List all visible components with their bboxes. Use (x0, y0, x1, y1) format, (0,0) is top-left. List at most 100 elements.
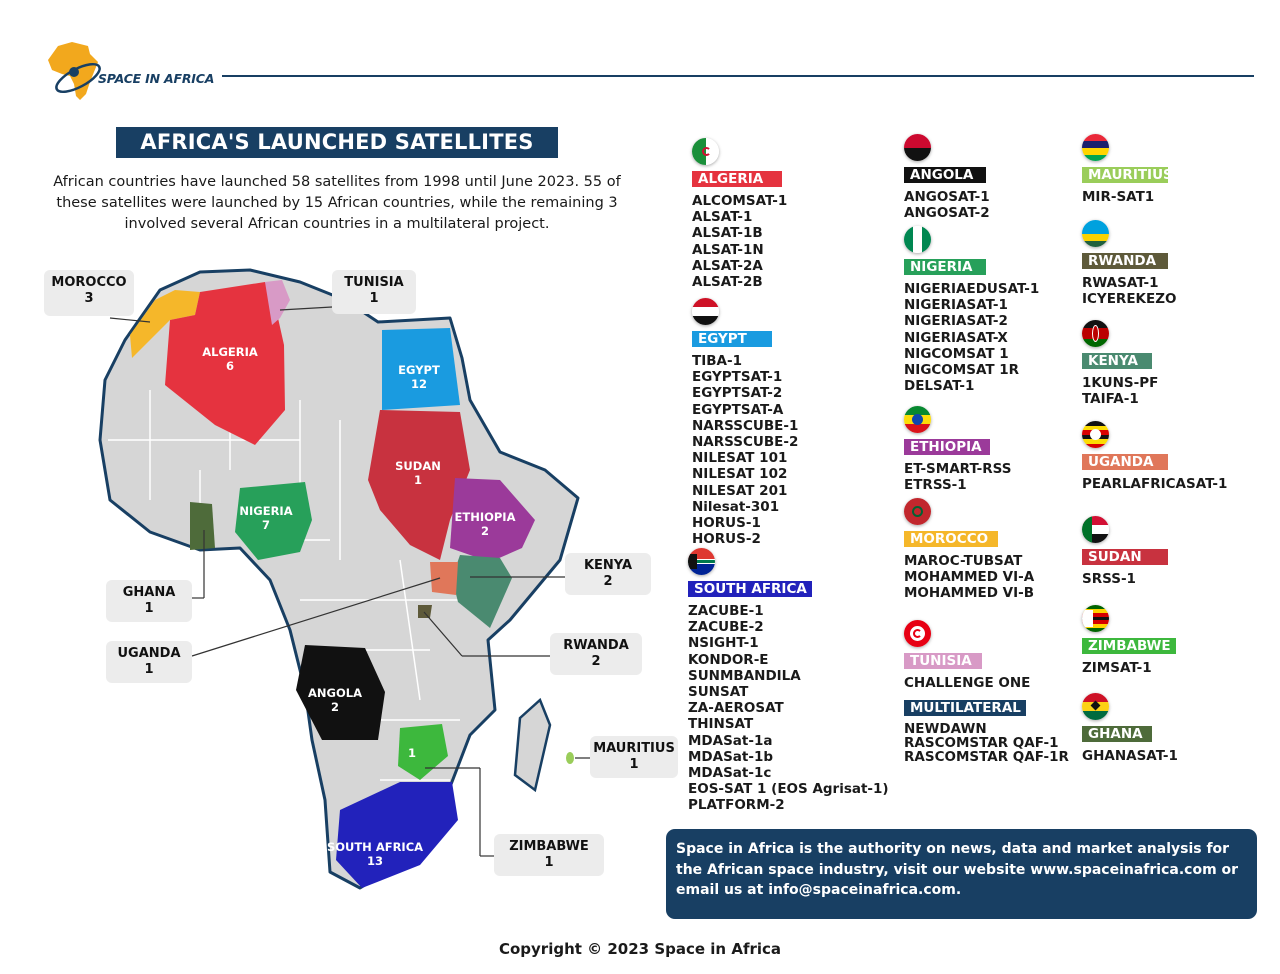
satellite-name: ALCOMSAT-1 (692, 193, 788, 209)
satellite-name: NEWDAWN (904, 721, 987, 737)
nigeria-shape (235, 482, 312, 560)
page-title: AFRICA'S LAUNCHED SATELLITES (116, 127, 558, 158)
satellite-name: MDASat-1a (688, 732, 773, 749)
zimbabwe-flag-icon (1082, 605, 1109, 632)
satellite-name: CHALLENGE ONE (904, 675, 1031, 691)
madagascar-shape (513, 697, 552, 793)
satellite-name: ALSAT-1 (692, 209, 753, 226)
morocco-shape (130, 290, 200, 358)
kenya-shape (452, 555, 512, 628)
satellite-list-algeria: ALCOMSAT-1 ALSAT-1 ALSAT-1B ALSAT-1N ALSAT-2… (692, 193, 787, 290)
country-block-sudan: SUDAN SRSS-1 (1082, 516, 1168, 587)
satellite-name: ALSAT-1N (692, 241, 764, 258)
callout-zimbabwe: ZIMBABWE 1 (494, 834, 604, 876)
satellite-list-mauritius: MIR-SAT1 (1082, 189, 1168, 205)
egypt-flag-icon (692, 298, 719, 325)
country-tag-angola: ANGOLA (904, 167, 986, 183)
satellite-name: MOHAMMED VI-A (904, 569, 1035, 586)
info-box: Space in Africa is the authority on news… (666, 829, 1257, 919)
satellite-name: NIGERIASAT-1 (904, 297, 1008, 314)
country-tag-uganda: UGANDA (1082, 454, 1168, 470)
satellite-name: SUNSAT (688, 684, 749, 701)
satellite-name: MAROC-TUBSAT (904, 553, 1023, 569)
zimbabwe-shape (398, 724, 448, 780)
callout-leaders (109, 306, 592, 857)
satellite-list-sudan: SRSS-1 (1082, 571, 1168, 587)
country-tag-ethiopia: ETHIOPIA (904, 439, 990, 455)
sudan-shape (368, 410, 470, 560)
map-label-south-africa: SOUTH AFRICA 13 (326, 840, 424, 868)
satellite-name: TAIFA-1 (1082, 391, 1139, 408)
satellite-name: HORUS-2 (692, 531, 761, 548)
satellite-name: NIGERIASAT-X (904, 329, 1008, 346)
country-tag-nigeria: NIGERIA (904, 259, 986, 275)
satellite-name: PEARLAFRICASAT-1 (1082, 476, 1228, 492)
satellite-name: SRSS-1 (1082, 571, 1136, 587)
algeria-flag-icon (692, 138, 719, 165)
callout-tunisia: TUNISIA 1 (332, 270, 416, 314)
country-block-multilateral: MULTILATERAL NEWDAWN RASCOMSTAR QAF-1 RASC… (904, 694, 1069, 764)
satellite-list-south-africa: ZACUBE-1 ZACUBE-2 NSIGHT-1 KONDOR-E SUNMBAND… (688, 603, 889, 814)
copyright: Copyright © 2023 Space in Africa (498, 940, 782, 958)
satellite-list-multilateral: NEWDAWN RASCOMSTAR QAF-1 RASCOMSTAR QAF-1R (904, 722, 1069, 764)
satellite-name: MOHAMMED VI-B (904, 585, 1035, 602)
country-tag-morocco: MOROCCO (904, 531, 998, 547)
satellite-name: KONDOR-E (688, 651, 769, 668)
country-tag-egypt: EGYPT (692, 331, 772, 347)
satellite-name: ICYEREKEZO (1082, 291, 1177, 308)
satellite-name: EGYPTSAT-1 (692, 369, 783, 386)
satellite-list-zimbabwe: ZIMSAT-1 (1082, 660, 1176, 676)
country-tag-south-africa: SOUTH AFRICA (688, 581, 812, 597)
satellite-name: 1KUNS-PF (1082, 375, 1159, 391)
satellite-list-nigeria: NIGERIAEDUSAT-1 NIGERIASAT-1 NIGERIASAT-2 N… (904, 281, 1039, 394)
africa-globe-icon (48, 42, 101, 100)
satellite-name: ET-SMART-RSS (904, 461, 1012, 477)
country-block-tunisia: TUNISIA CHALLENGE ONE (904, 620, 1030, 691)
satellite-name: ZACUBE-1 (688, 603, 764, 619)
satellite-name: THINSAT (688, 716, 754, 733)
satellite-name: MIR-SAT1 (1082, 189, 1155, 205)
satellite-name: ANGOSAT-1 (904, 189, 990, 205)
country-block-south-africa: SOUTH AFRICA ZACUBE-1 ZACUBE-2 NSIGHT-1 KON… (688, 548, 889, 814)
angola-shape (296, 645, 385, 740)
sudan-flag-icon (1082, 516, 1109, 543)
map-label-algeria: ALGERIA 6 (202, 345, 258, 373)
morocco-flag-icon (904, 498, 931, 525)
country-tag-mauritius: MAURITIUS (1082, 167, 1173, 183)
country-block-mauritius: MAURITIUS MIR-SAT1 (1082, 134, 1173, 205)
country-tag-multilateral: MULTILATERAL (904, 700, 1026, 716)
satellite-name: EGYPTSAT-2 (692, 385, 783, 402)
uganda-shape (430, 562, 458, 595)
satellite-list-kenya: 1KUNS-PF TAIFA-1 (1082, 375, 1158, 407)
satellite-list-angola: ANGOSAT-1 ANGOSAT-2 (904, 189, 990, 221)
satellite-name: GHANASAT-1 (1082, 748, 1178, 764)
satellite-name: DELSAT-1 (904, 378, 975, 395)
map-label-angola: ANGOLA 2 (308, 686, 362, 714)
country-block-ghana: GHANA GHANASAT-1 (1082, 693, 1178, 764)
satellite-name: ZA-AEROSAT (688, 700, 784, 717)
nigeria-flag-icon (904, 226, 931, 253)
satellite-name: ALSAT-1B (692, 225, 763, 242)
south-africa-shape (336, 782, 458, 888)
map-label-egypt: EGYPT 12 (398, 363, 440, 391)
logo-wordmark: SPACE IN AFRICA (98, 71, 215, 86)
satellite-name: RASCOMSTAR QAF-1 (904, 735, 1059, 751)
country-block-morocco: MOROCCO MAROC-TUBSAT MOHAMMED VI-A MOHAMME… (904, 498, 1034, 602)
map-label-ethiopia: ETHIOPIA 2 (454, 510, 516, 538)
kenya-flag-icon (1082, 320, 1109, 347)
satellite-name: NARSSCUBE-2 (692, 434, 799, 451)
country-block-egypt: EGYPT TIBA-1 EGYPTSAT-1 EGYPTSAT-2 EGYPTSAT… (692, 298, 798, 547)
country-block-kenya: KENYA 1KUNS-PF TAIFA-1 (1082, 320, 1158, 407)
country-tag-kenya: KENYA (1082, 353, 1152, 369)
satellite-list-tunisia: CHALLENGE ONE (904, 675, 1030, 691)
callout-mauritius: MAURITIUS 1 (590, 736, 678, 778)
satellite-name: ALSAT-2B (692, 274, 763, 291)
country-tag-rwanda: RWANDA (1082, 253, 1168, 269)
country-block-algeria: ALGERIA ALCOMSAT-1 ALSAT-1 ALSAT-1B ALSAT-1… (692, 138, 787, 290)
satellite-name: NIGCOMSAT 1R (904, 362, 1020, 379)
callout-rwanda: RWANDA 2 (550, 633, 642, 675)
satellite-name: RASCOMSTAR QAF-1R (904, 749, 1069, 765)
map-label-zimbabwe: 1 (407, 746, 417, 760)
satellite-name: HORUS-1 (692, 515, 761, 532)
satellite-list-ghana: GHANASAT-1 (1082, 748, 1178, 764)
